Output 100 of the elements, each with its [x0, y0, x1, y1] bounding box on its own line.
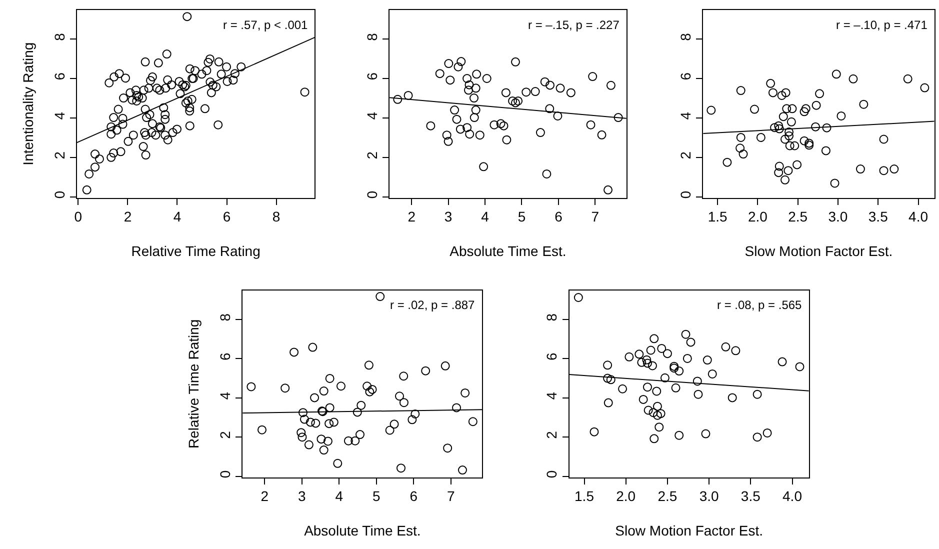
x-tick-label: 3.0 [699, 488, 719, 504]
point [396, 464, 406, 473]
y-tick-label: 0 [678, 190, 694, 199]
point [701, 429, 710, 438]
point [670, 364, 679, 373]
y-tick-label: 6 [364, 72, 380, 80]
point [290, 348, 299, 357]
point [788, 104, 797, 114]
x-axis-title: Relative Time Rating [131, 242, 260, 259]
point [654, 422, 664, 432]
point [702, 356, 712, 365]
point [801, 104, 810, 114]
x-tick-label: 7 [447, 488, 456, 504]
point [656, 409, 666, 418]
point [768, 88, 778, 98]
point [670, 362, 679, 371]
y-tick-label: 0 [364, 190, 380, 199]
point [624, 352, 634, 362]
point [442, 130, 452, 140]
y-tick-label: 4 [364, 112, 380, 120]
point [590, 427, 599, 436]
point [319, 386, 328, 396]
point [470, 113, 479, 122]
point [634, 350, 644, 359]
y-tick-label: 0 [51, 190, 68, 199]
point [319, 446, 328, 455]
y-tick-label: 2 [678, 151, 694, 160]
x-tick-label: 1.5 [708, 208, 728, 225]
point [903, 74, 912, 84]
point [522, 88, 531, 97]
annotation: r = .02, p = .887 [390, 298, 476, 312]
point [821, 146, 830, 156]
point [362, 382, 372, 391]
point [296, 428, 306, 438]
point [542, 169, 552, 178]
y-tick-label: 6 [51, 72, 68, 80]
point [606, 375, 616, 384]
point [468, 417, 478, 426]
point [800, 136, 809, 146]
x-axis-title: Absolute Time Est. [304, 522, 421, 538]
x-tick-label: 4 [481, 208, 490, 225]
x-tick-label: 3.0 [828, 208, 848, 225]
point [356, 430, 365, 440]
point [848, 74, 858, 84]
x-tick-label: 3 [298, 488, 306, 504]
point [280, 384, 290, 393]
y-tick-label: 6 [678, 72, 694, 80]
point [368, 384, 377, 394]
point [721, 342, 730, 352]
point [440, 361, 450, 370]
point [614, 113, 623, 122]
point [736, 132, 746, 142]
x-tick-label: 1.5 [574, 488, 594, 504]
point [404, 90, 413, 100]
point [597, 130, 606, 140]
point [648, 408, 658, 418]
point [399, 398, 408, 408]
point [323, 436, 332, 446]
point [650, 334, 659, 344]
point [490, 120, 499, 130]
point [316, 434, 326, 444]
point [536, 128, 545, 138]
y-tick-label: 6 [217, 352, 234, 360]
y-tick-label: 0 [217, 470, 234, 478]
point [514, 96, 523, 106]
point [642, 355, 652, 364]
point [752, 390, 762, 399]
x-axis-title: Slow Motion Factor Est. [744, 242, 893, 259]
point [795, 362, 804, 372]
point [774, 124, 784, 134]
x-tick-label: 2.5 [788, 208, 808, 225]
point [804, 138, 814, 148]
point [399, 372, 408, 381]
point [311, 418, 320, 428]
y-tick-label: 4 [544, 392, 560, 400]
point [652, 410, 662, 420]
point [588, 72, 598, 82]
point [694, 390, 703, 399]
point [830, 178, 840, 188]
point [496, 119, 506, 128]
point [482, 74, 492, 83]
x-tick-label: 2.0 [748, 208, 768, 225]
y-tick-label: 2 [364, 151, 380, 160]
point [811, 122, 820, 132]
point [444, 59, 454, 68]
point [731, 346, 740, 356]
point [502, 135, 512, 144]
point [426, 121, 436, 130]
point [464, 86, 474, 95]
point [756, 132, 766, 142]
point [800, 107, 809, 116]
point [786, 117, 796, 126]
point [784, 127, 794, 136]
point [556, 84, 565, 93]
point [879, 166, 888, 176]
point [604, 398, 613, 408]
y-tick-label: 2 [217, 430, 234, 439]
point [674, 430, 684, 440]
point [452, 403, 462, 412]
y-tick-label: 8 [678, 32, 694, 41]
